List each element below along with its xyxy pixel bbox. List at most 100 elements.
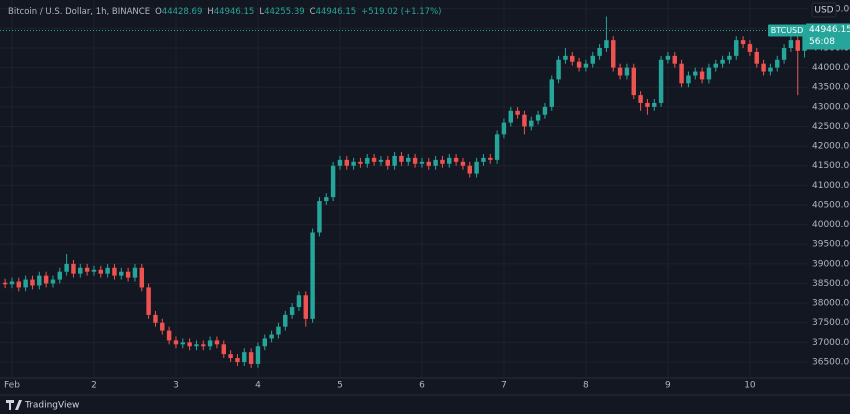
y-tick-label: 41000.00	[812, 181, 850, 191]
candle-body	[433, 159, 438, 166]
candle-body	[515, 110, 520, 115]
candle-body	[125, 271, 131, 278]
candle-body	[235, 358, 240, 362]
legend-key: O	[155, 7, 162, 17]
candle-body	[556, 59, 561, 80]
candle-body	[508, 110, 513, 123]
candle-body	[529, 120, 534, 127]
candle-body	[460, 161, 466, 166]
candle-body	[597, 48, 602, 56]
candle-body	[153, 314, 158, 323]
candle-body	[166, 330, 172, 341]
y-tick-label: 40000.00	[812, 220, 850, 230]
candle-body	[337, 159, 343, 166]
candle-body	[78, 267, 83, 274]
legend-key: L	[259, 7, 264, 17]
candle-body	[303, 295, 308, 319]
candle-body	[283, 314, 288, 327]
candle-body	[105, 267, 110, 274]
candle-body	[371, 157, 377, 162]
candle-body	[604, 40, 609, 49]
candle-body	[139, 267, 145, 288]
candle-body	[549, 79, 554, 107]
candle-body	[57, 271, 63, 280]
candle-body	[535, 114, 541, 121]
legend-title: Bitcoin / U.S. Dollar, 1h, BINANCE	[8, 7, 150, 17]
candle-body	[638, 95, 643, 103]
y-tick-label: 44000.00	[812, 63, 850, 73]
currency-label: USD	[814, 6, 833, 16]
candle-body	[317, 201, 322, 233]
candle-body	[132, 267, 138, 278]
y-tick-label: 43000.00	[812, 102, 850, 112]
symbol-tag	[768, 24, 806, 37]
candle-body	[112, 267, 117, 276]
legend-key: C	[310, 7, 316, 17]
candle-body	[672, 55, 677, 64]
y-tick-label: 37000.00	[812, 338, 850, 348]
candle-body	[542, 106, 548, 115]
candle-body	[693, 71, 698, 76]
candle-body	[9, 281, 15, 285]
candle-body	[146, 287, 151, 315]
y-tick-label: 43500.00	[812, 83, 850, 93]
candle-body	[84, 267, 90, 272]
candle-body	[310, 232, 315, 319]
candle-body	[330, 165, 336, 198]
candle-body	[665, 55, 671, 60]
x-tick-label: 4	[255, 381, 261, 391]
candle-body	[91, 269, 97, 272]
legend-change: +519.02 (+1.17%)	[361, 7, 441, 17]
candle-body	[713, 63, 718, 68]
candle-body	[248, 352, 254, 364]
candle-body	[30, 279, 35, 286]
candle-body	[378, 159, 384, 162]
candle-body	[276, 326, 281, 335]
candle-body	[754, 51, 759, 64]
candle-body	[706, 67, 712, 80]
candle-body	[494, 134, 500, 160]
candle-body	[262, 338, 267, 347]
candle-body	[611, 40, 616, 68]
candle-body	[2, 282, 8, 285]
candle-body	[37, 275, 42, 286]
candle-body	[679, 63, 684, 84]
candle-body	[447, 157, 452, 164]
y-tick-label: 38000.00	[812, 299, 850, 309]
candle-body	[781, 48, 787, 60]
candle-body	[296, 295, 302, 308]
candle-body	[624, 67, 630, 76]
candle-body	[228, 354, 233, 359]
candle-body	[453, 157, 459, 162]
brand[interactable]: TradingView	[6, 400, 79, 411]
candle-body	[734, 40, 739, 56]
candle-body	[119, 271, 124, 276]
candle-body	[658, 59, 664, 103]
candle-body	[173, 340, 179, 345]
candle-body	[242, 352, 247, 362]
brand-name: TradingView	[24, 401, 79, 411]
candle-body	[440, 159, 445, 164]
candle-body	[71, 263, 76, 274]
candle-body	[617, 67, 623, 76]
y-tick-label: 42500.00	[812, 122, 850, 132]
candle-body	[481, 157, 486, 162]
candle-body	[64, 263, 69, 272]
candle-body	[201, 344, 206, 347]
x-tick-label: 5	[337, 381, 343, 391]
candle-body	[501, 122, 507, 135]
y-tick-label: 37500.00	[812, 318, 850, 328]
brand-logo	[6, 400, 22, 410]
candle-body	[631, 67, 636, 96]
candle-body	[522, 114, 527, 127]
candle-body	[426, 161, 431, 166]
candle-body	[761, 63, 766, 72]
price-tag-label: 44946.15	[809, 25, 850, 35]
candle-body	[365, 157, 370, 164]
candle-body	[194, 344, 199, 347]
candle-body	[23, 279, 28, 288]
candle-body	[802, 30, 807, 51]
x-tick-label: 10	[744, 381, 756, 391]
y-tick-label: 39000.00	[812, 259, 850, 269]
